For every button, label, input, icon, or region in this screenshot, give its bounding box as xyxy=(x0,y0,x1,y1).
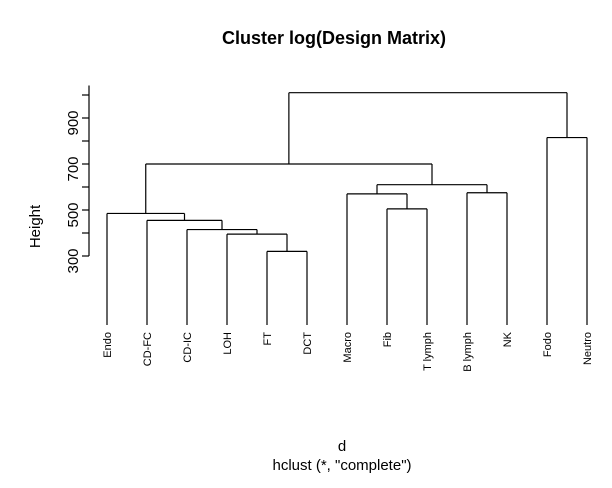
dendrogram-plot: 300 500 700 900 Endo CD-FC CD-IC LOH FT DCT Macro F… xyxy=(65,85,594,372)
leaf-label: FT xyxy=(262,332,274,346)
y-tick-label: 900 xyxy=(65,110,82,135)
leaf-label: DCT xyxy=(302,332,314,355)
leaf-label: CD-FC xyxy=(142,332,154,366)
leaf-label: T lymph xyxy=(422,332,434,371)
leaf-label: Neutro xyxy=(582,332,594,365)
y-tick-label: 700 xyxy=(65,156,82,181)
x-axis-label: d xyxy=(337,438,347,455)
y-tick-label: 500 xyxy=(65,202,82,227)
leaf-label: Fib xyxy=(382,332,394,347)
leaf-label: B lymph xyxy=(462,332,474,372)
leaf-label: CD-IC xyxy=(182,332,194,363)
y-tick-label: 300 xyxy=(65,248,82,273)
chart-title: Cluster log(Design Matrix) xyxy=(221,28,447,48)
hclust-caption: hclust (*, "complete") xyxy=(272,457,412,474)
leaf-label: Macro xyxy=(342,332,354,363)
leaf-label: NK xyxy=(502,331,514,347)
leaf-label: Endo xyxy=(102,332,114,358)
leaf-label: LOH xyxy=(222,332,234,355)
leaf-label: Fodo xyxy=(542,332,554,357)
